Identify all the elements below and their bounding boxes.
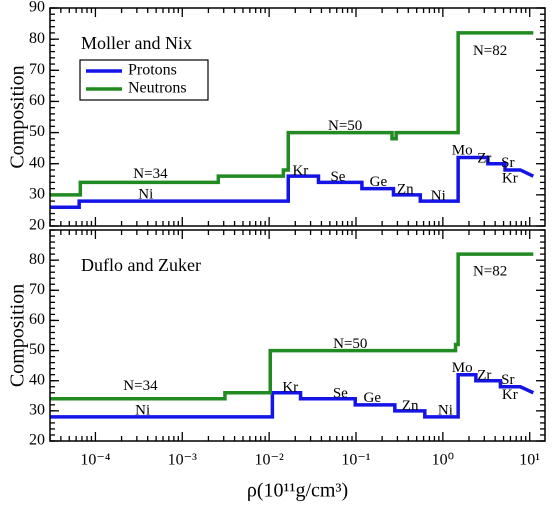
annotation: Zn [397,182,414,198]
annotation: Se [330,169,345,185]
annotation: N=50 [333,336,367,352]
series-line [50,155,535,210]
y-axis-label: Composition [7,284,29,387]
annotation: Zr [477,150,491,166]
panel-title: Duflo and Zuker [81,255,201,275]
plot-frame [49,229,546,442]
y-tick-label: 90 [29,0,45,16]
x-tick-label: 10⁻³ [168,452,197,469]
annotation: Se [333,386,348,402]
y-tick-label: 40 [29,371,45,388]
y-tick-label: 70 [29,61,45,78]
x-tick-label: 10⁻⁴ [80,452,110,469]
y-tick-label: 70 [29,281,45,298]
y-tick-label: 50 [29,123,45,140]
annotation: Kr [502,387,518,403]
y-tick-label: 30 [29,402,45,419]
legend-label: Protons [128,62,177,79]
annotation: Sr [501,155,514,171]
y-tick-label: 60 [29,311,45,328]
x-tick-label: 10¹ [519,452,540,469]
annotation: Kr [292,163,308,179]
annotation: Ni [431,188,446,204]
series-line [50,31,534,197]
y-tick-label: 40 [29,154,45,171]
annotation: Kr [502,171,518,187]
x-tick-label: 10⁻² [255,452,284,469]
annotation: Kr [282,380,298,396]
x-tick-label: 10⁰ [432,452,454,469]
annotation: Zr [477,368,491,384]
panel-title: Moller and Nix [81,33,192,53]
annotation: Ni [138,186,153,202]
series-line [50,252,534,401]
annotation: Ni [438,402,453,418]
annotation: Zn [402,398,419,414]
annotation: N=50 [328,118,362,134]
y-tick-label: 80 [29,30,45,47]
plot-frame [49,7,546,227]
annotation: N=82 [473,43,507,59]
y-tick-label: 60 [29,92,45,109]
annotation: Ge [370,174,388,190]
x-axis-label: ρ(10¹¹g/cm³) [247,480,348,502]
y-tick-label: 30 [29,186,45,203]
legend-label: Neutrons [128,80,187,97]
legend-box [79,59,209,101]
x-tick-label: 10⁻¹ [341,452,370,469]
annotation: Mo [452,360,473,376]
annotation: N=82 [473,264,507,280]
annotation: Ni [135,402,150,418]
y-tick-label: 80 [29,251,45,268]
y-tick-label: 50 [29,341,45,358]
y-axis-label: Composition [7,65,29,168]
annotation: Ge [364,390,382,406]
annotation: Mo [452,143,473,159]
annotation: N=34 [133,166,168,182]
y-tick-label: 20 [29,217,45,234]
series-line [50,372,535,419]
annotation: Sr [501,372,514,388]
annotation: N=34 [123,378,158,394]
y-tick-label: 20 [29,432,45,449]
